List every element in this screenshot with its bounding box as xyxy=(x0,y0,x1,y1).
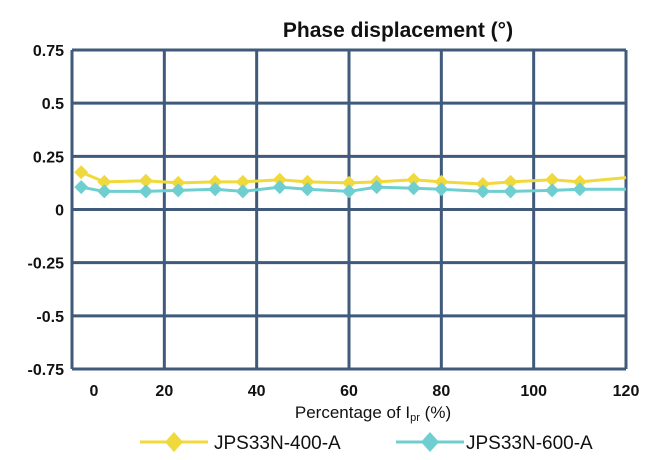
data-point xyxy=(97,184,112,199)
x-tick-label: 40 xyxy=(248,383,266,400)
data-point xyxy=(272,172,287,187)
x-tick-label: 100 xyxy=(520,383,547,400)
data-point xyxy=(235,174,250,189)
x-tick-labels: 0 20 40 60 80 100 120 xyxy=(90,383,640,400)
data-point xyxy=(74,180,89,195)
data-point xyxy=(342,184,356,199)
x-tick-label: 0 xyxy=(90,383,99,400)
y-tick-label: 0.75 xyxy=(33,43,64,60)
data-point xyxy=(272,180,287,195)
x-tick-label: 60 xyxy=(340,383,358,400)
grid xyxy=(70,48,628,371)
data-point xyxy=(545,172,560,187)
legend-marker-series-2 xyxy=(421,432,439,452)
data-point xyxy=(300,174,315,189)
legend-label-series-1: JPS33N-400-A xyxy=(214,433,341,454)
x-tick-label: 80 xyxy=(432,383,450,400)
legend: JPS33N-400-A JPS33N-600-A xyxy=(140,432,593,454)
y-tick-label: -0.75 xyxy=(28,362,65,379)
data-point xyxy=(300,182,315,197)
x-axis-label-main: Percentage of I xyxy=(295,403,410,422)
data-point xyxy=(171,183,186,198)
x-axis-label-subscript: pr xyxy=(410,412,420,424)
y-tick-label: -0.5 xyxy=(36,309,64,326)
data-point xyxy=(235,184,250,199)
data-point xyxy=(475,184,490,199)
data-point xyxy=(138,184,153,199)
y-tick-labels: 0.75 0.5 0.25 0 -0.25 -0.5 -0.75 xyxy=(28,43,65,379)
data-point xyxy=(545,183,560,198)
data-point xyxy=(208,182,223,197)
data-point xyxy=(369,180,384,195)
data-point xyxy=(406,172,421,187)
data-point xyxy=(503,184,518,199)
x-tick-label: 120 xyxy=(613,383,640,400)
chart-title: Phase displacement (°) xyxy=(283,19,513,42)
data-point xyxy=(74,165,89,180)
data-point xyxy=(138,173,153,188)
y-tick-label: -0.25 xyxy=(28,256,65,273)
data-point xyxy=(503,174,518,189)
data-point xyxy=(342,175,356,190)
data-point xyxy=(406,181,421,196)
series-layer xyxy=(74,165,627,199)
data-point xyxy=(434,174,449,189)
data-point xyxy=(572,174,587,189)
y-tick-label: 0.5 xyxy=(42,96,64,113)
legend-marker-series-1 xyxy=(165,432,183,452)
data-point xyxy=(171,175,186,190)
data-point xyxy=(434,182,449,197)
y-tick-label: 0 xyxy=(55,203,64,220)
x-tick-label: 20 xyxy=(155,383,173,400)
x-axis-label: Percentage of Ipr (%) xyxy=(295,403,451,424)
y-tick-label: 0.25 xyxy=(33,149,64,166)
data-point xyxy=(97,174,112,189)
x-axis-label-tail: (%) xyxy=(420,403,451,422)
data-point xyxy=(475,176,490,191)
legend-label-series-2: JPS33N-600-A xyxy=(466,433,593,454)
data-point xyxy=(208,174,223,189)
data-point xyxy=(572,182,587,197)
